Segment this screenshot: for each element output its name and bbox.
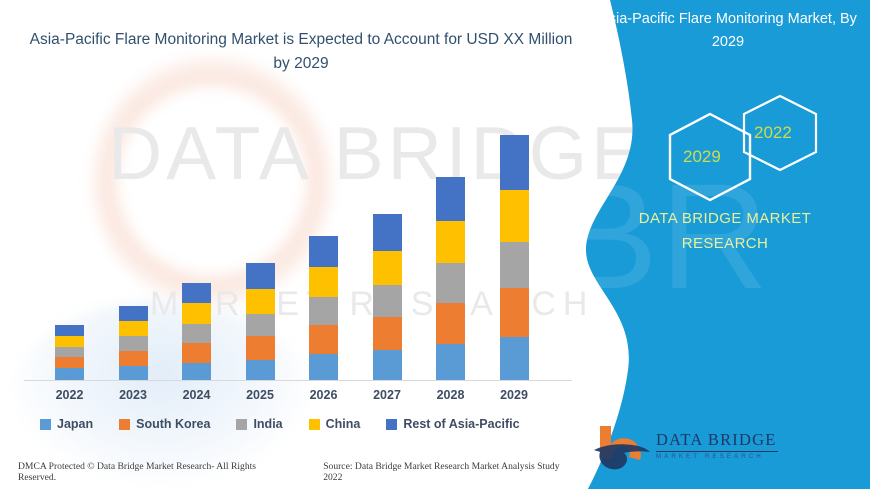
- legend-label: China: [325, 417, 361, 431]
- bar-segment-south-korea: [372, 316, 402, 351]
- bar-segment-south-korea: [245, 336, 275, 360]
- hexagon-outlines: [668, 94, 818, 202]
- legend-swatch-icon: [236, 418, 248, 430]
- panel-background-shape: [586, 0, 870, 489]
- hexagon-badges: 2022 2029: [650, 92, 850, 207]
- bar-segment-india: [55, 346, 84, 358]
- stacked-bar-chart: 2022 2023 2024 2025 2026 2027 2028 2029: [0, 96, 600, 402]
- bar-segment-china: [55, 336, 84, 347]
- bar-segment-rest-of-asia-pacific: [182, 282, 211, 303]
- bar-segment-rest-of-asia-pacific: [372, 214, 402, 251]
- bar-2027: [372, 214, 402, 380]
- bar-segment-china: [372, 250, 402, 285]
- bar-2025: [245, 263, 275, 380]
- bar-segment-japan: [436, 343, 465, 380]
- bar-segment-china: [245, 289, 275, 314]
- logo-title: DATA BRIDGE: [656, 430, 777, 449]
- bar-2022: [55, 325, 84, 380]
- bar-segment-japan: [182, 362, 211, 380]
- legend-swatch-icon: [40, 418, 51, 430]
- bar-segment-japan: [372, 350, 402, 380]
- bar-segment-south-korea: [118, 351, 148, 367]
- bar-segment-rest-of-asia-pacific: [55, 325, 84, 337]
- bar-segment-rest-of-asia-pacific: [309, 235, 338, 267]
- panel-content: BR Asia-Pacific Flare Monitoring Market,…: [558, 0, 870, 489]
- legend-item-china[interactable]: China: [308, 417, 361, 431]
- legend-item-india[interactable]: India: [236, 417, 283, 431]
- bar-segment-japan: [309, 354, 338, 380]
- bar-segment-south-korea: [499, 287, 529, 338]
- bar-segment-china: [182, 302, 211, 325]
- bar-segment-india: [245, 313, 275, 337]
- legend-label: Rest of Asia-Pacific: [403, 417, 520, 431]
- bar-segment-rest-of-asia-pacific: [436, 176, 465, 221]
- legend-swatch-icon: [308, 418, 320, 430]
- x-axis-line: [24, 380, 572, 381]
- bar-2026: [309, 235, 338, 380]
- chart-legend: Japan South Korea India China Rest of Asia-P…: [40, 417, 580, 431]
- legend-swatch-icon: [119, 418, 131, 430]
- footer: DMCA Protected © Data Bridge Market Rese…: [18, 461, 578, 483]
- company-logo: DATA BRIDGE MARKET RESEARCH: [594, 424, 844, 474]
- background-blob-pink: [92, 56, 332, 306]
- x-label-2022: 2022: [55, 388, 84, 402]
- bar-segment-japan: [499, 337, 529, 380]
- bar-segment-india: [372, 284, 402, 317]
- bar-segment-china: [499, 189, 529, 242]
- bar-segment-india: [499, 241, 529, 288]
- bar-segment-rest-of-asia-pacific: [245, 263, 275, 290]
- footer-source: Source: Data Bridge Market Research Mark…: [323, 461, 560, 483]
- x-label-2025: 2025: [246, 388, 274, 402]
- legend-item-japan[interactable]: Japan: [40, 417, 93, 431]
- bar-segment-south-korea: [309, 325, 338, 355]
- bar-2028: [436, 176, 465, 380]
- logo-divider: [656, 451, 778, 452]
- bar-2029: [499, 135, 529, 380]
- bar-2023: [118, 306, 148, 380]
- brand-panel: BR Asia-Pacific Flare Monitoring Market,…: [558, 0, 870, 489]
- bar-segment-south-korea: [182, 342, 211, 363]
- bar-segment-japan: [245, 359, 275, 380]
- legend-item-south-korea[interactable]: South Korea: [119, 417, 210, 431]
- logo-mark-icon: [594, 426, 650, 470]
- legend-label: South Korea: [136, 417, 211, 431]
- bar-segment-india: [436, 263, 465, 303]
- bar-segment-south-korea: [436, 302, 465, 344]
- legend-label: Japan: [57, 417, 94, 431]
- brand-line-1: DATA BRIDGE MARKET: [638, 210, 812, 227]
- brand-line-2: RESEARCH: [681, 235, 769, 252]
- bar-segment-japan: [118, 366, 148, 380]
- panel-title: Asia-Pacific Flare Monitoring Market, By…: [599, 11, 857, 50]
- bar-segment-china: [118, 321, 148, 337]
- hex-badge-2022-label: 2022: [754, 123, 792, 142]
- bar-segment-india: [182, 324, 211, 343]
- footer-copyright: DMCA Protected © Data Bridge Market Rese…: [18, 461, 257, 483]
- x-label-2028: 2028: [436, 388, 465, 402]
- bar-segment-india: [118, 336, 148, 352]
- bar-segment-south-korea: [55, 357, 84, 369]
- x-label-2023: 2023: [119, 388, 147, 402]
- bar-segment-rest-of-asia-pacific: [499, 135, 529, 190]
- x-label-2026: 2026: [309, 388, 338, 402]
- x-label-2029: 2029: [500, 388, 528, 402]
- brand-name: DATA BRIDGE MARKET RESEARCH: [580, 206, 870, 256]
- legend-item-rest-of-asia-pacific[interactable]: Rest of Asia-Pacific: [386, 417, 520, 431]
- logo-text: DATA BRIDGE MARKET RESEARCH: [656, 430, 778, 460]
- x-label-2024: 2024: [182, 388, 211, 402]
- bar-segment-india: [309, 296, 338, 326]
- legend-label: India: [253, 417, 283, 431]
- x-label-2027: 2027: [373, 388, 401, 402]
- legend-swatch-icon: [386, 418, 398, 430]
- bar-segment-china: [436, 220, 465, 264]
- bar-segment-rest-of-asia-pacific: [118, 306, 148, 322]
- bar-segment-china: [309, 266, 338, 297]
- bar-2024: [182, 282, 211, 380]
- logo-subtitle: MARKET RESEARCH: [656, 454, 764, 460]
- page-title: Asia-Pacific Flare Monitoring Market is …: [29, 31, 573, 72]
- hex-badge-2029-label: 2029: [683, 147, 721, 166]
- bar-segment-japan: [55, 368, 84, 380]
